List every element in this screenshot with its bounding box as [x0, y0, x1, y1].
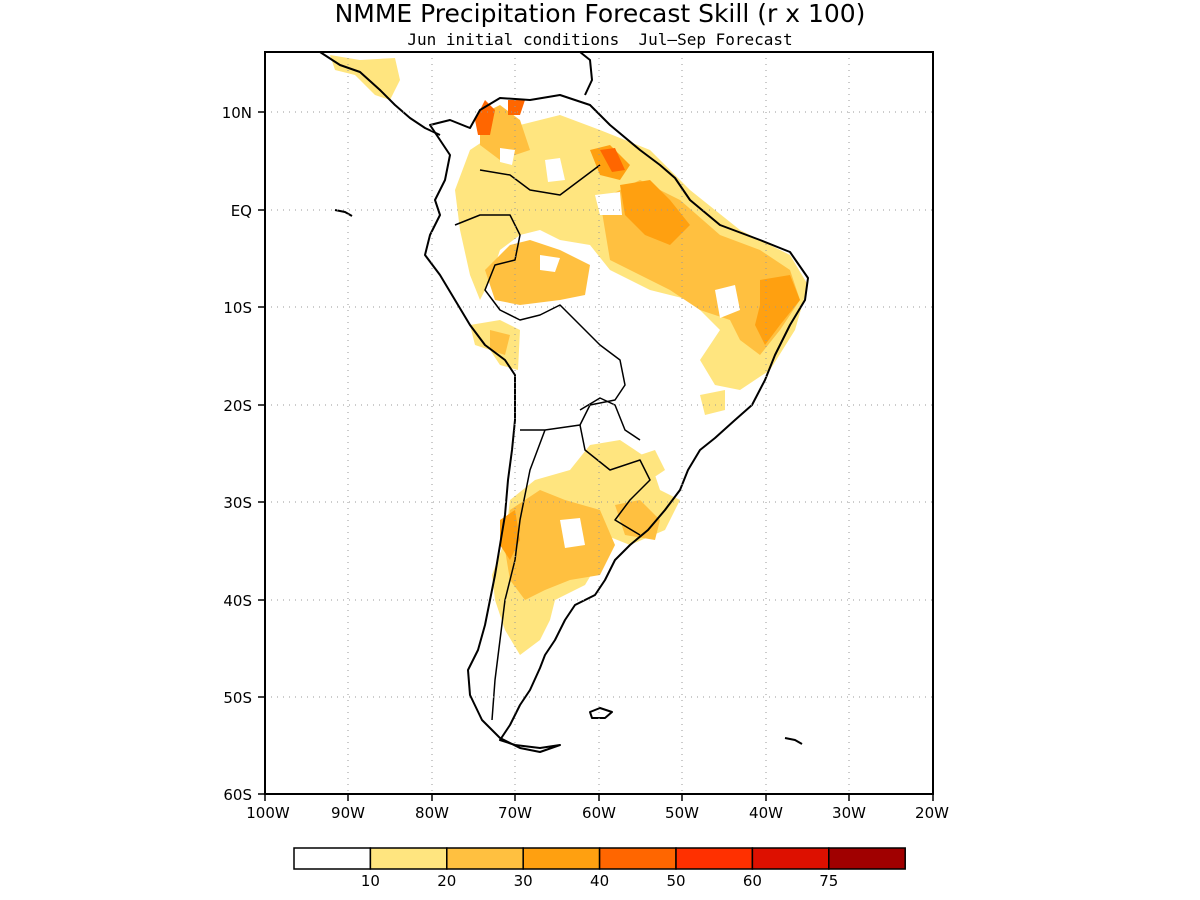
colorbar-cell: [828, 847, 906, 870]
skill-shading-40-50: [475, 100, 625, 172]
map-title: NMME Precipitation Forecast Skill (r x 1…: [335, 0, 866, 28]
colorbar-labels: 10 20 30 40 50 60 75: [361, 872, 838, 890]
coastlines: [319, 51, 809, 753]
colorbar-cell: [446, 847, 524, 870]
central-america-outline: [319, 51, 441, 136]
lat-label: 10N: [222, 104, 252, 122]
latitude-labels: 10N EQ 10S 20S 30S 40S 50S 60S: [222, 104, 252, 804]
colorbar-cell: [522, 847, 601, 870]
south-america-outline: [424, 94, 809, 753]
map-subtitle: Jun initial conditions Jul–Sep Forecast: [407, 30, 792, 49]
colorbar-label: 50: [666, 872, 685, 890]
national-border-2: [479, 164, 601, 196]
map-gridlines: [265, 52, 933, 794]
lat-label: 30S: [223, 494, 252, 512]
colorbar-cell: [598, 847, 677, 870]
lat-label: 10S: [223, 299, 252, 317]
longitude-labels: 100W 90W 80W 70W 60W 50W 40W 30W 20W: [246, 804, 949, 822]
national-border-4: [491, 429, 546, 721]
national-border-5: [579, 397, 641, 441]
south-georgia: [784, 737, 803, 745]
national-border-3: [579, 424, 651, 536]
galapagos-islands: [334, 209, 353, 217]
colorbar: 10 20 30 40 50 60 75: [293, 847, 906, 890]
lat-label: 50S: [223, 689, 252, 707]
colorbar-label: 60: [743, 872, 762, 890]
lon-label: 50W: [665, 804, 699, 822]
plot-area: 10N EQ 10S 20S 30S 40S 50S 60S 100W 90W …: [222, 51, 949, 822]
lon-label: 100W: [246, 804, 290, 822]
colorbar-cells: [293, 847, 906, 870]
colorbar-cell: [751, 847, 830, 870]
colorbar-label: 10: [361, 872, 380, 890]
lon-label: 40W: [749, 804, 783, 822]
lon-label: 90W: [331, 804, 365, 822]
lon-label: 20W: [915, 804, 949, 822]
lat-label: 20S: [223, 397, 252, 415]
falkland-islands: [589, 707, 613, 719]
lon-label: 60W: [582, 804, 616, 822]
colorbar-label: 20: [437, 872, 456, 890]
lat-label: EQ: [231, 202, 252, 220]
colorbar-cell: [369, 847, 448, 870]
skill-shading-gaps: [500, 148, 740, 548]
colorbar-cell: [293, 847, 372, 870]
skill-shading: [330, 55, 808, 655]
lon-label: 80W: [415, 804, 449, 822]
lat-label: 40S: [223, 592, 252, 610]
caribbean-islands: [579, 51, 593, 96]
colorbar-label: 40: [590, 872, 609, 890]
lon-label: 30W: [832, 804, 866, 822]
colorbar-label: 30: [514, 872, 533, 890]
colorbar-label: 75: [819, 872, 838, 890]
lon-label: 70W: [498, 804, 532, 822]
colorbar-cell: [675, 847, 754, 870]
national-border-1: [454, 214, 626, 431]
lat-label: 60S: [223, 786, 252, 804]
axis-ticks: [258, 111, 934, 801]
